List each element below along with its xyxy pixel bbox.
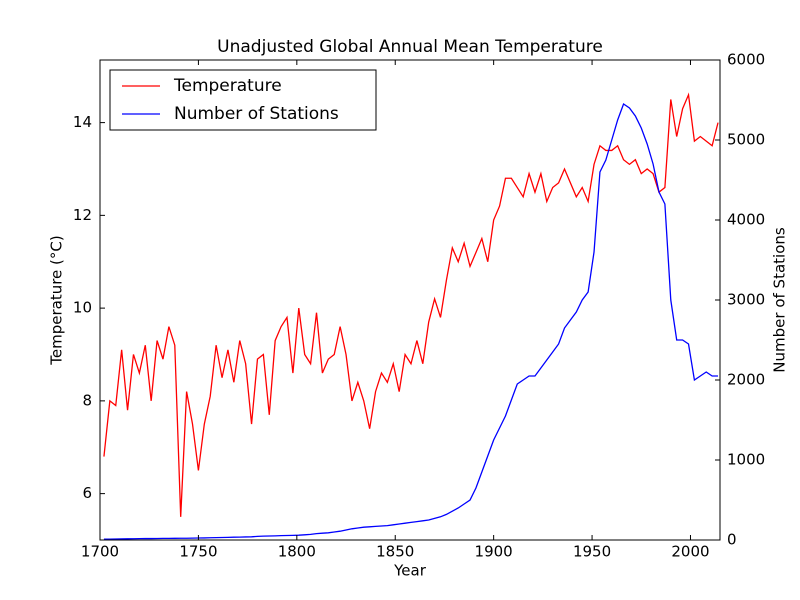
y2-tick-label: 4000 [727,211,765,229]
x-tick-label: 1700 [81,543,119,561]
legend-label: Temperature [173,76,282,96]
y-tick-label: 6 [82,484,92,502]
x-tick-label: 1850 [376,543,414,561]
y-axis-label: Temperature (°C) [48,235,66,365]
y2-tick-label: 2000 [727,371,765,389]
y2-tick-label: 5000 [727,131,765,149]
legend-label: Number of Stations [174,104,339,124]
y2-tick-label: 0 [727,531,737,549]
y-tick-label: 10 [73,299,92,317]
y2-tick-label: 6000 [727,51,765,69]
y-tick-label: 8 [82,391,92,409]
x-tick-label: 1900 [475,543,513,561]
data-line [103,92,719,517]
legend-box [109,69,377,131]
y-tick-label: 14 [73,113,92,131]
y2-axis-label: Number of Stations [771,227,789,373]
y-tick-label: 12 [73,206,92,224]
x-tick-label: 1800 [278,543,316,561]
x-tick-label: 2000 [671,543,709,561]
x-tick-label: 1750 [179,543,217,561]
x-tick-label: 1950 [573,543,611,561]
y2-tick-label: 1000 [727,451,765,469]
data-line [103,102,719,540]
x-axis-label: Year [393,562,427,580]
chart-title: Unadjusted Global Annual Mean Temperatur… [217,37,603,57]
y2-tick-label: 3000 [727,291,765,309]
